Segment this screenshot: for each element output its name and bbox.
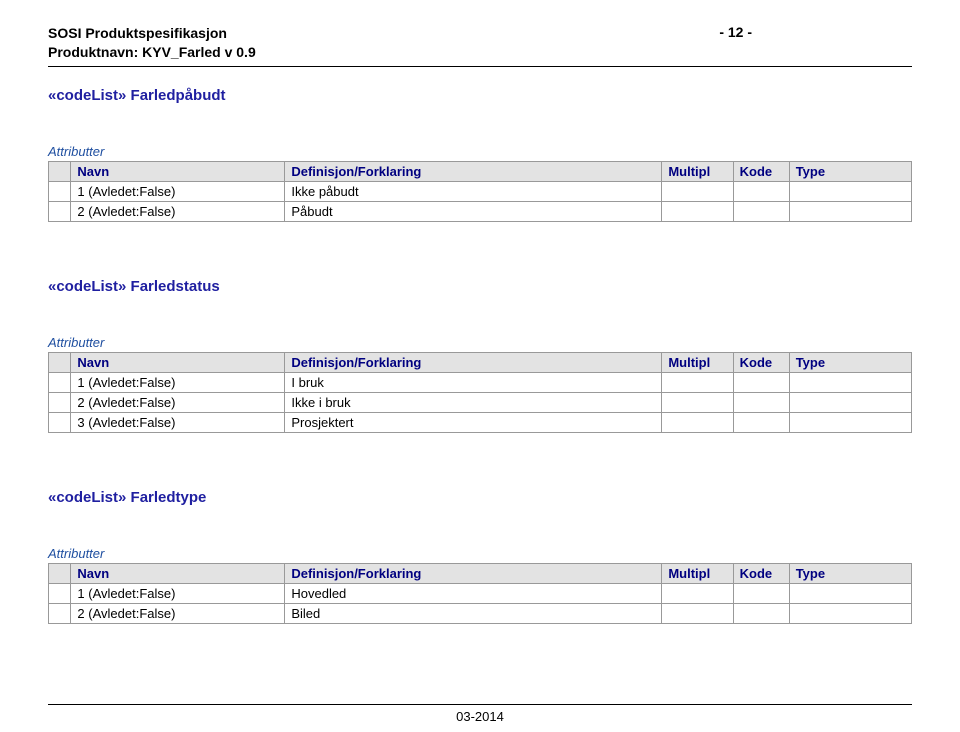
cell-def: Ikke i bruk <box>285 392 662 412</box>
attributes-label: Attributter <box>48 335 912 350</box>
row-leading-cell <box>49 583 71 603</box>
row-leading-cell <box>49 201 71 221</box>
codelist-title: «codeList» Farledpåbudt <box>48 87 912 104</box>
cell-def: Ikke påbudt <box>285 181 662 201</box>
cell-multi <box>662 392 733 412</box>
cell-kode <box>733 583 789 603</box>
col-header-multi: Multipl <box>662 161 733 181</box>
attributes-table: NavnDefinisjon/ForklaringMultiplKodeType… <box>48 563 912 624</box>
cell-multi <box>662 201 733 221</box>
row-leading-cell <box>49 412 71 432</box>
cell-kode <box>733 372 789 392</box>
page-number: - 12 - <box>719 24 912 40</box>
attributes-label: Attributter <box>48 144 912 159</box>
attributes-table: NavnDefinisjon/ForklaringMultiplKodeType… <box>48 161 912 222</box>
cell-type <box>789 603 911 623</box>
cell-navn: 2 (Avledet:False) <box>71 392 285 412</box>
col-header-kode: Kode <box>733 161 789 181</box>
row-leading-cell <box>49 392 71 412</box>
cell-def: I bruk <box>285 372 662 392</box>
cell-multi <box>662 181 733 201</box>
col-header-multi: Multipl <box>662 563 733 583</box>
table-row: 3 (Avledet:False)Prosjektert <box>49 412 912 432</box>
row-leading-cell <box>49 603 71 623</box>
cell-type <box>789 181 911 201</box>
attributes-label: Attributter <box>48 546 912 561</box>
table-header-row: NavnDefinisjon/ForklaringMultiplKodeType <box>49 161 912 181</box>
cell-def: Biled <box>285 603 662 623</box>
footer-text: 03-2014 <box>48 709 912 724</box>
col-header-blank <box>49 352 71 372</box>
table-row: 2 (Avledet:False)Påbudt <box>49 201 912 221</box>
cell-multi <box>662 412 733 432</box>
col-header-type: Type <box>789 352 911 372</box>
col-header-navn: Navn <box>71 161 285 181</box>
cell-multi <box>662 583 733 603</box>
row-leading-cell <box>49 372 71 392</box>
table-row: 1 (Avledet:False)Ikke påbudt <box>49 181 912 201</box>
cell-navn: 1 (Avledet:False) <box>71 583 285 603</box>
cell-navn: 1 (Avledet:False) <box>71 372 285 392</box>
footer-rule <box>48 704 912 705</box>
table-header-row: NavnDefinisjon/ForklaringMultiplKodeType <box>49 352 912 372</box>
col-header-navn: Navn <box>71 352 285 372</box>
col-header-def: Definisjon/Forklaring <box>285 352 662 372</box>
header-rule <box>48 66 912 67</box>
cell-type <box>789 201 911 221</box>
table-row: 2 (Avledet:False)Ikke i bruk <box>49 392 912 412</box>
col-header-type: Type <box>789 563 911 583</box>
cell-def: Påbudt <box>285 201 662 221</box>
cell-type <box>789 372 911 392</box>
cell-kode <box>733 392 789 412</box>
cell-kode <box>733 412 789 432</box>
cell-kode <box>733 181 789 201</box>
table-header-row: NavnDefinisjon/ForklaringMultiplKodeType <box>49 563 912 583</box>
col-header-kode: Kode <box>733 352 789 372</box>
cell-def: Prosjektert <box>285 412 662 432</box>
col-header-kode: Kode <box>733 563 789 583</box>
cell-type <box>789 412 911 432</box>
attributes-table: NavnDefinisjon/ForklaringMultiplKodeType… <box>48 352 912 433</box>
cell-navn: 3 (Avledet:False) <box>71 412 285 432</box>
col-header-type: Type <box>789 161 911 181</box>
col-header-def: Definisjon/Forklaring <box>285 161 662 181</box>
row-leading-cell <box>49 181 71 201</box>
cell-navn: 2 (Avledet:False) <box>71 201 285 221</box>
table-row: 1 (Avledet:False)I bruk <box>49 372 912 392</box>
codelist-title: «codeList» Farledtype <box>48 489 912 506</box>
cell-navn: 1 (Avledet:False) <box>71 181 285 201</box>
header-line2: Produktnavn: KYV_Farled v 0.9 <box>48 43 256 62</box>
cell-multi <box>662 372 733 392</box>
cell-kode <box>733 603 789 623</box>
col-header-blank <box>49 161 71 181</box>
table-row: 2 (Avledet:False)Biled <box>49 603 912 623</box>
header-line1: SOSI Produktspesifikasjon <box>48 24 256 43</box>
cell-navn: 2 (Avledet:False) <box>71 603 285 623</box>
table-row: 1 (Avledet:False)Hovedled <box>49 583 912 603</box>
cell-type <box>789 583 911 603</box>
cell-type <box>789 392 911 412</box>
codelist-title: «codeList» Farledstatus <box>48 278 912 295</box>
col-header-blank <box>49 563 71 583</box>
cell-multi <box>662 603 733 623</box>
cell-kode <box>733 201 789 221</box>
col-header-def: Definisjon/Forklaring <box>285 563 662 583</box>
page-header: SOSI Produktspesifikasjon Produktnavn: K… <box>48 24 912 62</box>
col-header-multi: Multipl <box>662 352 733 372</box>
cell-def: Hovedled <box>285 583 662 603</box>
col-header-navn: Navn <box>71 563 285 583</box>
